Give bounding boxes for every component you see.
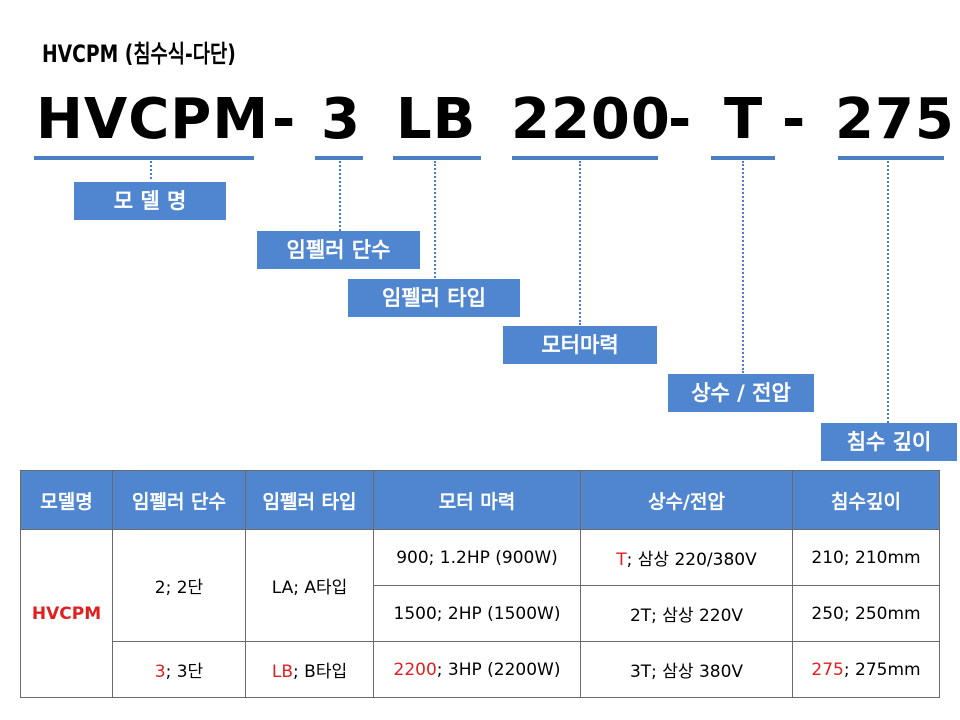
code-motor: 2200 — [511, 87, 671, 152]
cell-impeller-lb: LB; B타입 — [245, 641, 374, 698]
label-depth: 침수 깊이 — [821, 423, 957, 461]
cell-model: HVCPM — [20, 529, 113, 698]
table-row: HVCPM 2; 2단 LA; A타입 900; 1.2HP (900W) T;… — [20, 529, 940, 698]
desc-value: ; A타입 — [293, 578, 348, 598]
desc-value: ; 삼상 380V — [651, 662, 744, 682]
cell-phase-3t: 3T; 삼상 380V — [580, 641, 793, 698]
connector-phase — [742, 161, 744, 373]
cell-motor-900: 900; 1.2HP (900W) — [373, 529, 581, 586]
page-title: HVCPM (침수식-다단) — [42, 40, 236, 68]
code-value: 1500 — [393, 603, 437, 624]
table-header-row: 모델명 임펠러 단수 임펠러 타입 모터 마력 상수/전압 침수깊이 — [20, 470, 940, 530]
cell-stages-3: 3; 3단 — [112, 641, 246, 698]
code-dash-2: - — [668, 87, 693, 152]
header-phase: 상수/전압 — [580, 470, 793, 530]
code-value: 2 — [154, 578, 166, 598]
underline-impeller — [393, 156, 481, 160]
desc-value: ; 삼상 220/380V — [626, 550, 757, 570]
desc-value: ; 3HP (2200W) — [436, 659, 561, 680]
code-value: 210 — [811, 547, 844, 568]
desc-value: ; 삼상 220V — [651, 606, 744, 626]
code-value: LB — [271, 662, 294, 682]
desc-value: ; 2HP (1500W) — [436, 603, 561, 624]
code-value: 2T — [629, 606, 652, 626]
code-value: 900 — [396, 547, 429, 568]
code-value: 2200 — [393, 659, 437, 680]
cell-motor-2200: 2200; 3HP (2200W) — [373, 641, 581, 698]
desc-value: ; 250mm — [843, 603, 921, 624]
connector-impeller — [434, 161, 436, 278]
label-motor: 모터마력 — [503, 326, 657, 364]
desc-value: ; 275mm — [843, 659, 921, 680]
code-depth: 275 — [835, 87, 955, 152]
connector-motor — [579, 161, 581, 325]
code-dash-3: - — [782, 87, 807, 152]
underline-stages — [315, 156, 363, 160]
code-value: 3 — [154, 662, 166, 682]
code-model: HVCPM — [36, 87, 270, 152]
cell-phase-2t: 2T; 삼상 220V — [580, 585, 793, 642]
code-dash-1: - — [272, 87, 297, 152]
connector-model — [150, 161, 152, 179]
header-impeller: 임펠러 타입 — [245, 470, 374, 530]
spec-table: 모델명 임펠러 단수 임펠러 타입 모터 마력 상수/전압 침수깊이 HVCPM… — [20, 470, 940, 698]
cell-stages-2: 2; 2단 — [112, 529, 246, 642]
code-value: T — [616, 550, 627, 570]
code-impeller: LB — [396, 87, 477, 152]
header-model: 모델명 — [20, 470, 113, 530]
desc-value: ; 3단 — [165, 662, 204, 682]
underline-model — [34, 156, 254, 160]
desc-value: ; 2단 — [165, 578, 204, 598]
cell-depth-210: 210; 210mm — [792, 529, 940, 586]
label-model: 모 델 명 — [74, 182, 226, 220]
table-row: 1500; 2HP (1500W) 2T; 삼상 220V 250; 250mm — [21, 585, 940, 642]
connector-stages — [339, 161, 341, 231]
code-value: 275 — [811, 659, 844, 680]
desc-value: ; B타입 — [293, 662, 348, 682]
label-stages: 임펠러 단수 — [257, 231, 420, 269]
desc-value: ; 210mm — [843, 547, 921, 568]
table-row: 3; 3단 LB; B타입 2200; 3HP (2200W) 3T; 삼상 3… — [21, 641, 940, 698]
cell-depth-275: 275; 275mm — [792, 641, 940, 698]
code-value: LA — [271, 578, 294, 598]
connector-depth — [887, 161, 889, 423]
underline-depth — [838, 156, 944, 160]
header-motor: 모터 마력 — [373, 470, 581, 530]
label-phase: 상수 / 전압 — [668, 374, 814, 412]
cell-motor-1500: 1500; 2HP (1500W) — [373, 585, 581, 642]
underline-motor — [512, 156, 658, 160]
label-impeller: 임펠러 타입 — [348, 279, 520, 317]
header-depth: 침수깊이 — [792, 470, 940, 530]
code-value: 250 — [811, 603, 844, 624]
code-stages: 3 — [321, 87, 361, 152]
code-phase: T — [724, 87, 764, 152]
cell-phase-t: T; 삼상 220/380V — [580, 529, 793, 586]
cell-impeller-la: LA; A타입 — [245, 529, 374, 642]
cell-depth-250: 250; 250mm — [792, 585, 940, 642]
code-value: 3T — [629, 662, 652, 682]
underline-phase — [711, 156, 775, 160]
desc-value: ; 1.2HP (900W) — [428, 547, 558, 568]
header-stages: 임펠러 단수 — [112, 470, 246, 530]
